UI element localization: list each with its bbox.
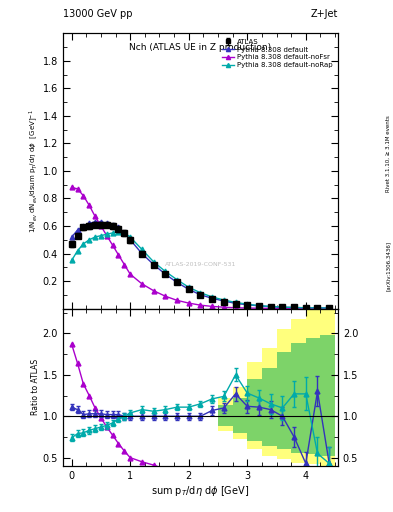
Pythia 8.308 default xyxy=(75,227,80,233)
Pythia 8.308 default-noRap xyxy=(99,232,103,239)
Pythia 8.308 default xyxy=(186,286,191,292)
Pythia 8.308 default-noRap xyxy=(105,231,109,238)
Pythia 8.308 default xyxy=(257,303,261,309)
Line: Pythia 8.308 default-noRap: Pythia 8.308 default-noRap xyxy=(69,229,332,310)
Pythia 8.308 default xyxy=(292,305,296,311)
Pythia 8.308 default-noFsr xyxy=(93,214,97,220)
Pythia 8.308 default-noRap xyxy=(140,246,144,252)
Pythia 8.308 default xyxy=(99,219,103,225)
Pythia 8.308 default-noRap xyxy=(151,259,156,265)
Line: Pythia 8.308 default-noFsr: Pythia 8.308 default-noFsr xyxy=(69,185,332,311)
Pythia 8.308 default-noFsr xyxy=(268,305,273,311)
Pythia 8.308 default xyxy=(198,292,203,298)
Pythia 8.308 default-noRap xyxy=(303,305,308,311)
Pythia 8.308 default-noRap xyxy=(245,301,250,307)
Pythia 8.308 default-noRap xyxy=(87,237,92,243)
Pythia 8.308 default-noRap xyxy=(315,305,320,311)
Pythia 8.308 default-noRap xyxy=(198,290,203,296)
Pythia 8.308 default-noRap xyxy=(222,297,226,303)
Pythia 8.308 default xyxy=(303,305,308,311)
Pythia 8.308 default-noRap xyxy=(280,304,285,310)
Pythia 8.308 default-noFsr xyxy=(128,271,132,278)
Pythia 8.308 default-noFsr xyxy=(105,232,109,239)
Pythia 8.308 default-noRap xyxy=(122,230,127,236)
Pythia 8.308 default-noRap xyxy=(257,303,261,309)
Text: Nch (ATLAS UE in Z production): Nch (ATLAS UE in Z production) xyxy=(129,43,272,52)
Pythia 8.308 default xyxy=(140,250,144,257)
Pythia 8.308 default-noRap xyxy=(75,248,80,254)
Line: Pythia 8.308 default: Pythia 8.308 default xyxy=(69,220,332,310)
Pythia 8.308 default-noFsr xyxy=(99,223,103,229)
Pythia 8.308 default xyxy=(222,298,226,304)
Pythia 8.308 default xyxy=(69,234,74,240)
Pythia 8.308 default-noFsr xyxy=(280,305,285,311)
Pythia 8.308 default xyxy=(315,305,320,311)
Pythia 8.308 default-noRap xyxy=(93,234,97,240)
Text: Rivet 3.1.10, ≥ 3.1M events: Rivet 3.1.10, ≥ 3.1M events xyxy=(386,115,391,192)
Pythia 8.308 default-noRap xyxy=(233,300,238,306)
Pythia 8.308 default-noFsr xyxy=(210,303,215,309)
Pythia 8.308 default-noRap xyxy=(186,284,191,290)
Pythia 8.308 default xyxy=(81,223,86,229)
Pythia 8.308 default-noRap xyxy=(128,234,132,240)
Pythia 8.308 default xyxy=(93,219,97,225)
Pythia 8.308 default-noFsr xyxy=(292,305,296,311)
Pythia 8.308 default-noFsr xyxy=(81,193,86,199)
Pythia 8.308 default-noFsr xyxy=(116,252,121,258)
Pythia 8.308 default xyxy=(163,271,168,278)
Pythia 8.308 default xyxy=(105,220,109,226)
Pythia 8.308 default xyxy=(110,222,115,228)
Pythia 8.308 default-noRap xyxy=(110,230,115,236)
Pythia 8.308 default xyxy=(128,237,132,243)
Text: 13000 GeV pp: 13000 GeV pp xyxy=(63,9,132,19)
Y-axis label: 1/N$_{ev}$ dN$_{ev}$/dsum p$_T$/d$\eta$ d$\phi$  [GeV]$^{-1}$: 1/N$_{ev}$ dN$_{ev}$/dsum p$_T$/d$\eta$ … xyxy=(27,109,40,233)
Pythia 8.308 default-noFsr xyxy=(140,281,144,287)
Pythia 8.308 default-noRap xyxy=(268,304,273,310)
Pythia 8.308 default-noFsr xyxy=(245,305,250,311)
Pythia 8.308 default-noFsr xyxy=(222,304,226,310)
Pythia 8.308 default-noFsr xyxy=(257,305,261,311)
Pythia 8.308 default-noFsr xyxy=(327,306,332,312)
Pythia 8.308 default xyxy=(122,230,127,236)
Text: ATLAS-2019-CONF-531: ATLAS-2019-CONF-531 xyxy=(165,262,236,267)
Pythia 8.308 default-noFsr xyxy=(122,262,127,268)
Pythia 8.308 default-noFsr xyxy=(198,302,203,308)
Legend: ATLAS, Pythia 8.308 default, Pythia 8.308 default-noFsr, Pythia 8.308 default-no: ATLAS, Pythia 8.308 default, Pythia 8.30… xyxy=(219,37,334,70)
Pythia 8.308 default-noFsr xyxy=(110,242,115,248)
Pythia 8.308 default-noFsr xyxy=(87,202,92,208)
Pythia 8.308 default xyxy=(87,220,92,226)
Pythia 8.308 default-noRap xyxy=(81,241,86,247)
Pythia 8.308 default-noFsr xyxy=(69,184,74,190)
Pythia 8.308 default xyxy=(151,262,156,268)
Pythia 8.308 default-noRap xyxy=(174,276,179,283)
Pythia 8.308 default xyxy=(327,305,332,311)
Pythia 8.308 default-noFsr xyxy=(151,288,156,294)
Pythia 8.308 default xyxy=(280,304,285,310)
Pythia 8.308 default xyxy=(174,280,179,286)
Pythia 8.308 default xyxy=(233,301,238,307)
Text: [arXiv:1306.3436]: [arXiv:1306.3436] xyxy=(386,241,391,291)
Y-axis label: Ratio to ATLAS: Ratio to ATLAS xyxy=(31,359,40,415)
Pythia 8.308 default-noFsr xyxy=(315,306,320,312)
Pythia 8.308 default xyxy=(268,304,273,310)
Pythia 8.308 default-noRap xyxy=(116,228,121,234)
Text: Z+Jet: Z+Jet xyxy=(310,9,338,19)
Pythia 8.308 default-noFsr xyxy=(163,293,168,300)
Pythia 8.308 default-noFsr xyxy=(303,306,308,312)
Pythia 8.308 default xyxy=(116,224,121,230)
Pythia 8.308 default-noFsr xyxy=(233,305,238,311)
Pythia 8.308 default-noRap xyxy=(163,268,168,274)
Pythia 8.308 default-noFsr xyxy=(75,186,80,192)
Pythia 8.308 default-noRap xyxy=(69,258,74,264)
Pythia 8.308 default-noRap xyxy=(327,305,332,311)
Pythia 8.308 default-noRap xyxy=(292,305,296,311)
X-axis label: sum p$_T$/d$\eta$ d$\phi$ [GeV]: sum p$_T$/d$\eta$ d$\phi$ [GeV] xyxy=(151,483,250,498)
Pythia 8.308 default xyxy=(245,302,250,308)
Pythia 8.308 default-noFsr xyxy=(186,300,191,306)
Pythia 8.308 default-noRap xyxy=(210,294,215,300)
Pythia 8.308 default xyxy=(210,295,215,302)
Pythia 8.308 default-noFsr xyxy=(174,297,179,304)
